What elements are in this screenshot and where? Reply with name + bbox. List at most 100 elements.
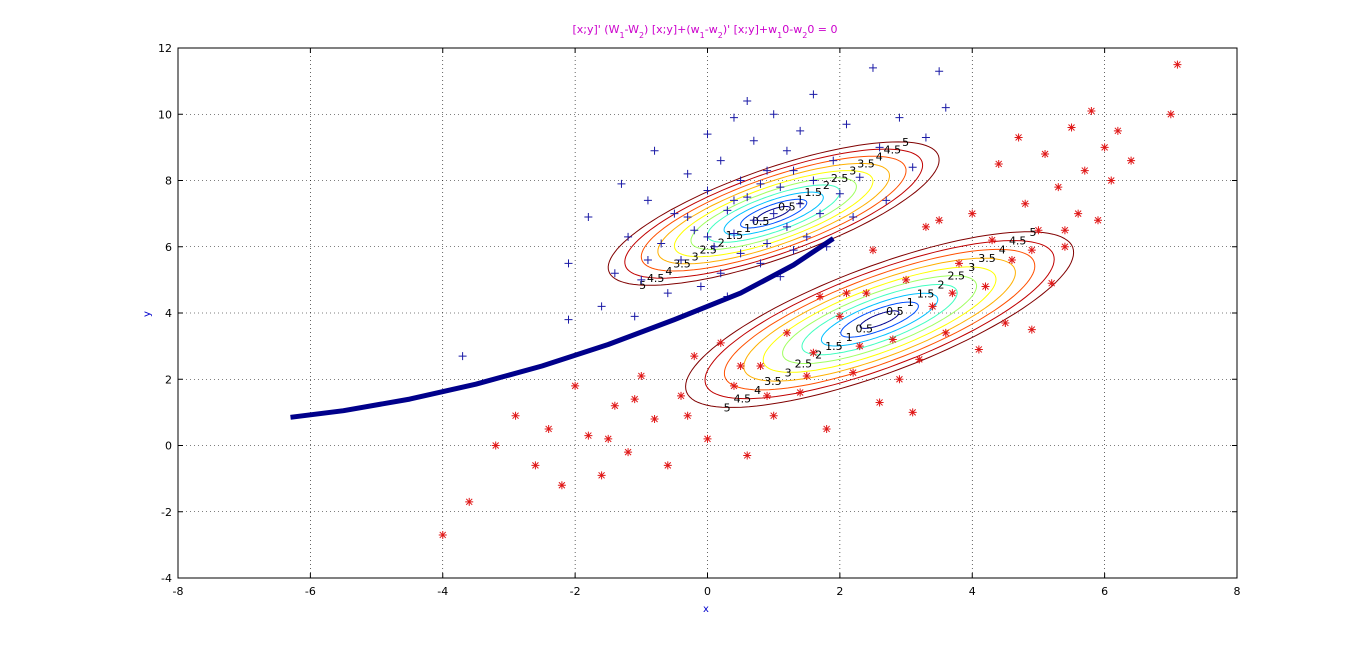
contour-label: 2.5 <box>831 172 849 185</box>
contour-label: 1.5 <box>917 287 935 300</box>
y-tick-label: 8 <box>165 175 172 188</box>
class2-point <box>544 424 553 433</box>
class2-point <box>849 368 858 377</box>
title-part: 2 <box>639 31 644 40</box>
class1-point <box>729 113 738 122</box>
y-axis-label: y <box>142 311 153 317</box>
class1-points <box>458 63 950 361</box>
class2-point <box>604 434 613 443</box>
contour-line <box>685 231 1075 408</box>
y-tick-label: -4 <box>161 572 172 585</box>
class2-point <box>557 481 566 490</box>
y-tick-label: -2 <box>161 506 172 519</box>
contour-label: 4 <box>999 243 1006 256</box>
class1-point <box>749 216 758 225</box>
class2-point <box>974 345 983 354</box>
class1-point <box>710 242 719 251</box>
class1-point <box>816 209 825 218</box>
class2-point <box>802 371 811 380</box>
contour-label: 0.5 <box>886 305 904 318</box>
class2-point <box>531 461 540 470</box>
class2-points <box>438 60 1182 539</box>
title-part: 0-w <box>782 23 802 36</box>
class2-point <box>743 451 752 460</box>
class2-point <box>1007 256 1016 264</box>
class1-point <box>763 239 772 248</box>
contour-label: 2 <box>815 349 822 362</box>
class1-point <box>921 133 930 142</box>
class1-point <box>643 256 652 264</box>
class1-point <box>782 222 791 231</box>
y-tick-label: 0 <box>165 440 172 453</box>
class2-point <box>756 362 765 370</box>
x-tick-label: -6 <box>305 585 316 598</box>
class2-point <box>597 471 606 480</box>
contour-label: 3 <box>968 261 975 274</box>
contour-label: 2 <box>718 236 725 249</box>
class2-point <box>736 362 745 370</box>
class2-point <box>988 236 997 245</box>
class1-point <box>802 232 811 241</box>
class2-point <box>1060 226 1069 235</box>
class1-point <box>756 259 765 268</box>
class1-point <box>743 193 752 202</box>
x-tick-label: 4 <box>969 585 976 598</box>
class2-point <box>690 352 699 361</box>
class2-point <box>855 342 864 351</box>
class1-point <box>809 90 818 99</box>
class2-point <box>1166 110 1175 119</box>
class1-point <box>617 179 626 188</box>
class2-point <box>1060 242 1069 251</box>
class1-point <box>829 156 838 165</box>
class1-point <box>789 166 798 175</box>
title-part: [x;y]' (W <box>572 23 619 36</box>
class1-point <box>743 97 752 105</box>
class1-point <box>729 229 738 238</box>
class1-point <box>584 212 593 221</box>
class1-point <box>782 146 791 155</box>
class2-point <box>511 411 520 420</box>
contour-label: 2.5 <box>948 270 966 283</box>
contour-label: 4.5 <box>1009 235 1027 248</box>
contour-line <box>704 240 1055 400</box>
class2-point <box>610 401 619 410</box>
class1-point <box>756 179 765 188</box>
x-tick-label: -2 <box>570 585 581 598</box>
contour-line <box>840 301 919 338</box>
class2-point <box>465 497 474 506</box>
class2-point <box>955 259 964 268</box>
contour-label: 1 <box>907 296 914 309</box>
contour-label: 1 <box>846 331 853 344</box>
class2-point <box>921 222 930 231</box>
class2-point <box>650 415 659 423</box>
x-axis-label: x <box>703 604 709 615</box>
class1-point <box>769 110 778 119</box>
chart-title: [x;y]' (W1-W2) [x;y]+(w1-w2)' [x;y]+w10-… <box>572 23 837 40</box>
class2-point <box>796 388 805 397</box>
title-part: 1 <box>777 31 782 40</box>
contour-label: 3 <box>785 366 792 379</box>
contour-label: 3.5 <box>857 158 875 171</box>
class1-point <box>835 189 844 198</box>
title-part: 1 <box>700 31 705 40</box>
class2-point <box>1100 143 1109 152</box>
contour-line <box>859 310 900 329</box>
class2-point <box>935 216 944 225</box>
class2-point <box>663 461 672 470</box>
class1-point <box>796 126 805 135</box>
x-tick-label: -8 <box>173 585 184 598</box>
y-tick-label: 6 <box>165 241 172 254</box>
class2-point <box>703 434 712 443</box>
y-tick-label: 10 <box>158 108 172 121</box>
class1-point <box>789 246 798 255</box>
class2-point <box>584 431 593 440</box>
title-part: 2 <box>718 31 723 40</box>
contour-line <box>801 284 958 356</box>
class2-point <box>1127 156 1136 165</box>
class1-point <box>690 226 699 235</box>
class2-point <box>763 391 772 400</box>
class1-point <box>736 176 745 185</box>
class1-point <box>703 186 712 195</box>
x-tick-label: 8 <box>1234 585 1241 598</box>
